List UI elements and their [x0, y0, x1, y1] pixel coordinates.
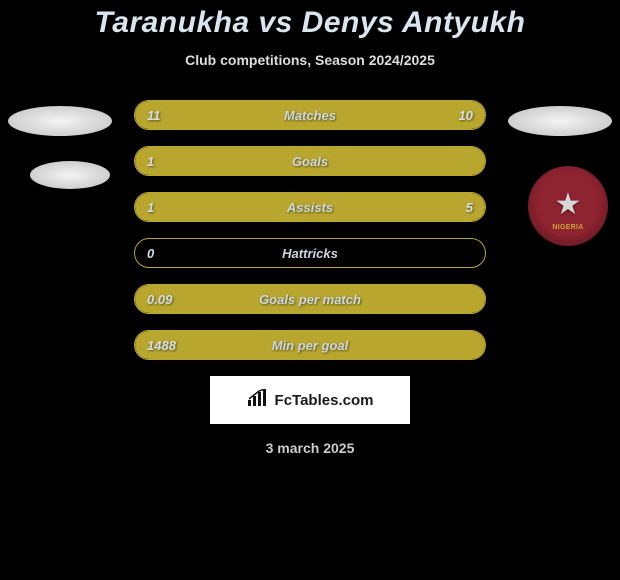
placeholder-ellipse-right-1: [508, 106, 612, 136]
comparison-card: Taranukha vs Denys Antyukh Club competit…: [0, 0, 620, 580]
page-title: Taranukha vs Denys Antyukh: [0, 6, 620, 40]
stat-row: 0.09Goals per match: [134, 284, 486, 314]
stat-label: Hattricks: [135, 239, 485, 267]
placeholder-ellipse-left-1: [8, 106, 112, 136]
stat-label: Goals per match: [135, 285, 485, 313]
stat-label: Matches: [135, 101, 485, 129]
club-badge-right: ★ NIGERIA: [528, 166, 608, 246]
chart-icon: [247, 389, 269, 411]
club-badge-inner: ★ NIGERIA: [537, 175, 599, 237]
placeholder-ellipse-left-2: [30, 161, 110, 189]
star-icon: ★: [555, 187, 582, 222]
brand-box: FcTables.com: [210, 376, 410, 424]
stat-row: 1Goals: [134, 146, 486, 176]
club-badge-text: NIGERIA: [537, 224, 599, 231]
stat-row: 1110Matches: [134, 100, 486, 130]
stat-row: 0Hattricks: [134, 238, 486, 268]
stat-label: Min per goal: [135, 331, 485, 359]
footer-date: 3 march 2025: [0, 440, 620, 456]
stat-label: Goals: [135, 147, 485, 175]
main-area: ★ NIGERIA 1110Matches 1Goals 15Assists 0Hat…: [0, 88, 620, 456]
brand-text: FcTables.com: [275, 392, 374, 409]
stat-label: Assists: [135, 193, 485, 221]
stat-row: 15Assists: [134, 192, 486, 222]
stat-bars: 1110Matches 1Goals 15Assists 0Hattricks 0.09…: [134, 88, 486, 360]
stat-row: 1488Min per goal: [134, 330, 486, 360]
subtitle: Club competitions, Season 2024/2025: [0, 52, 620, 68]
